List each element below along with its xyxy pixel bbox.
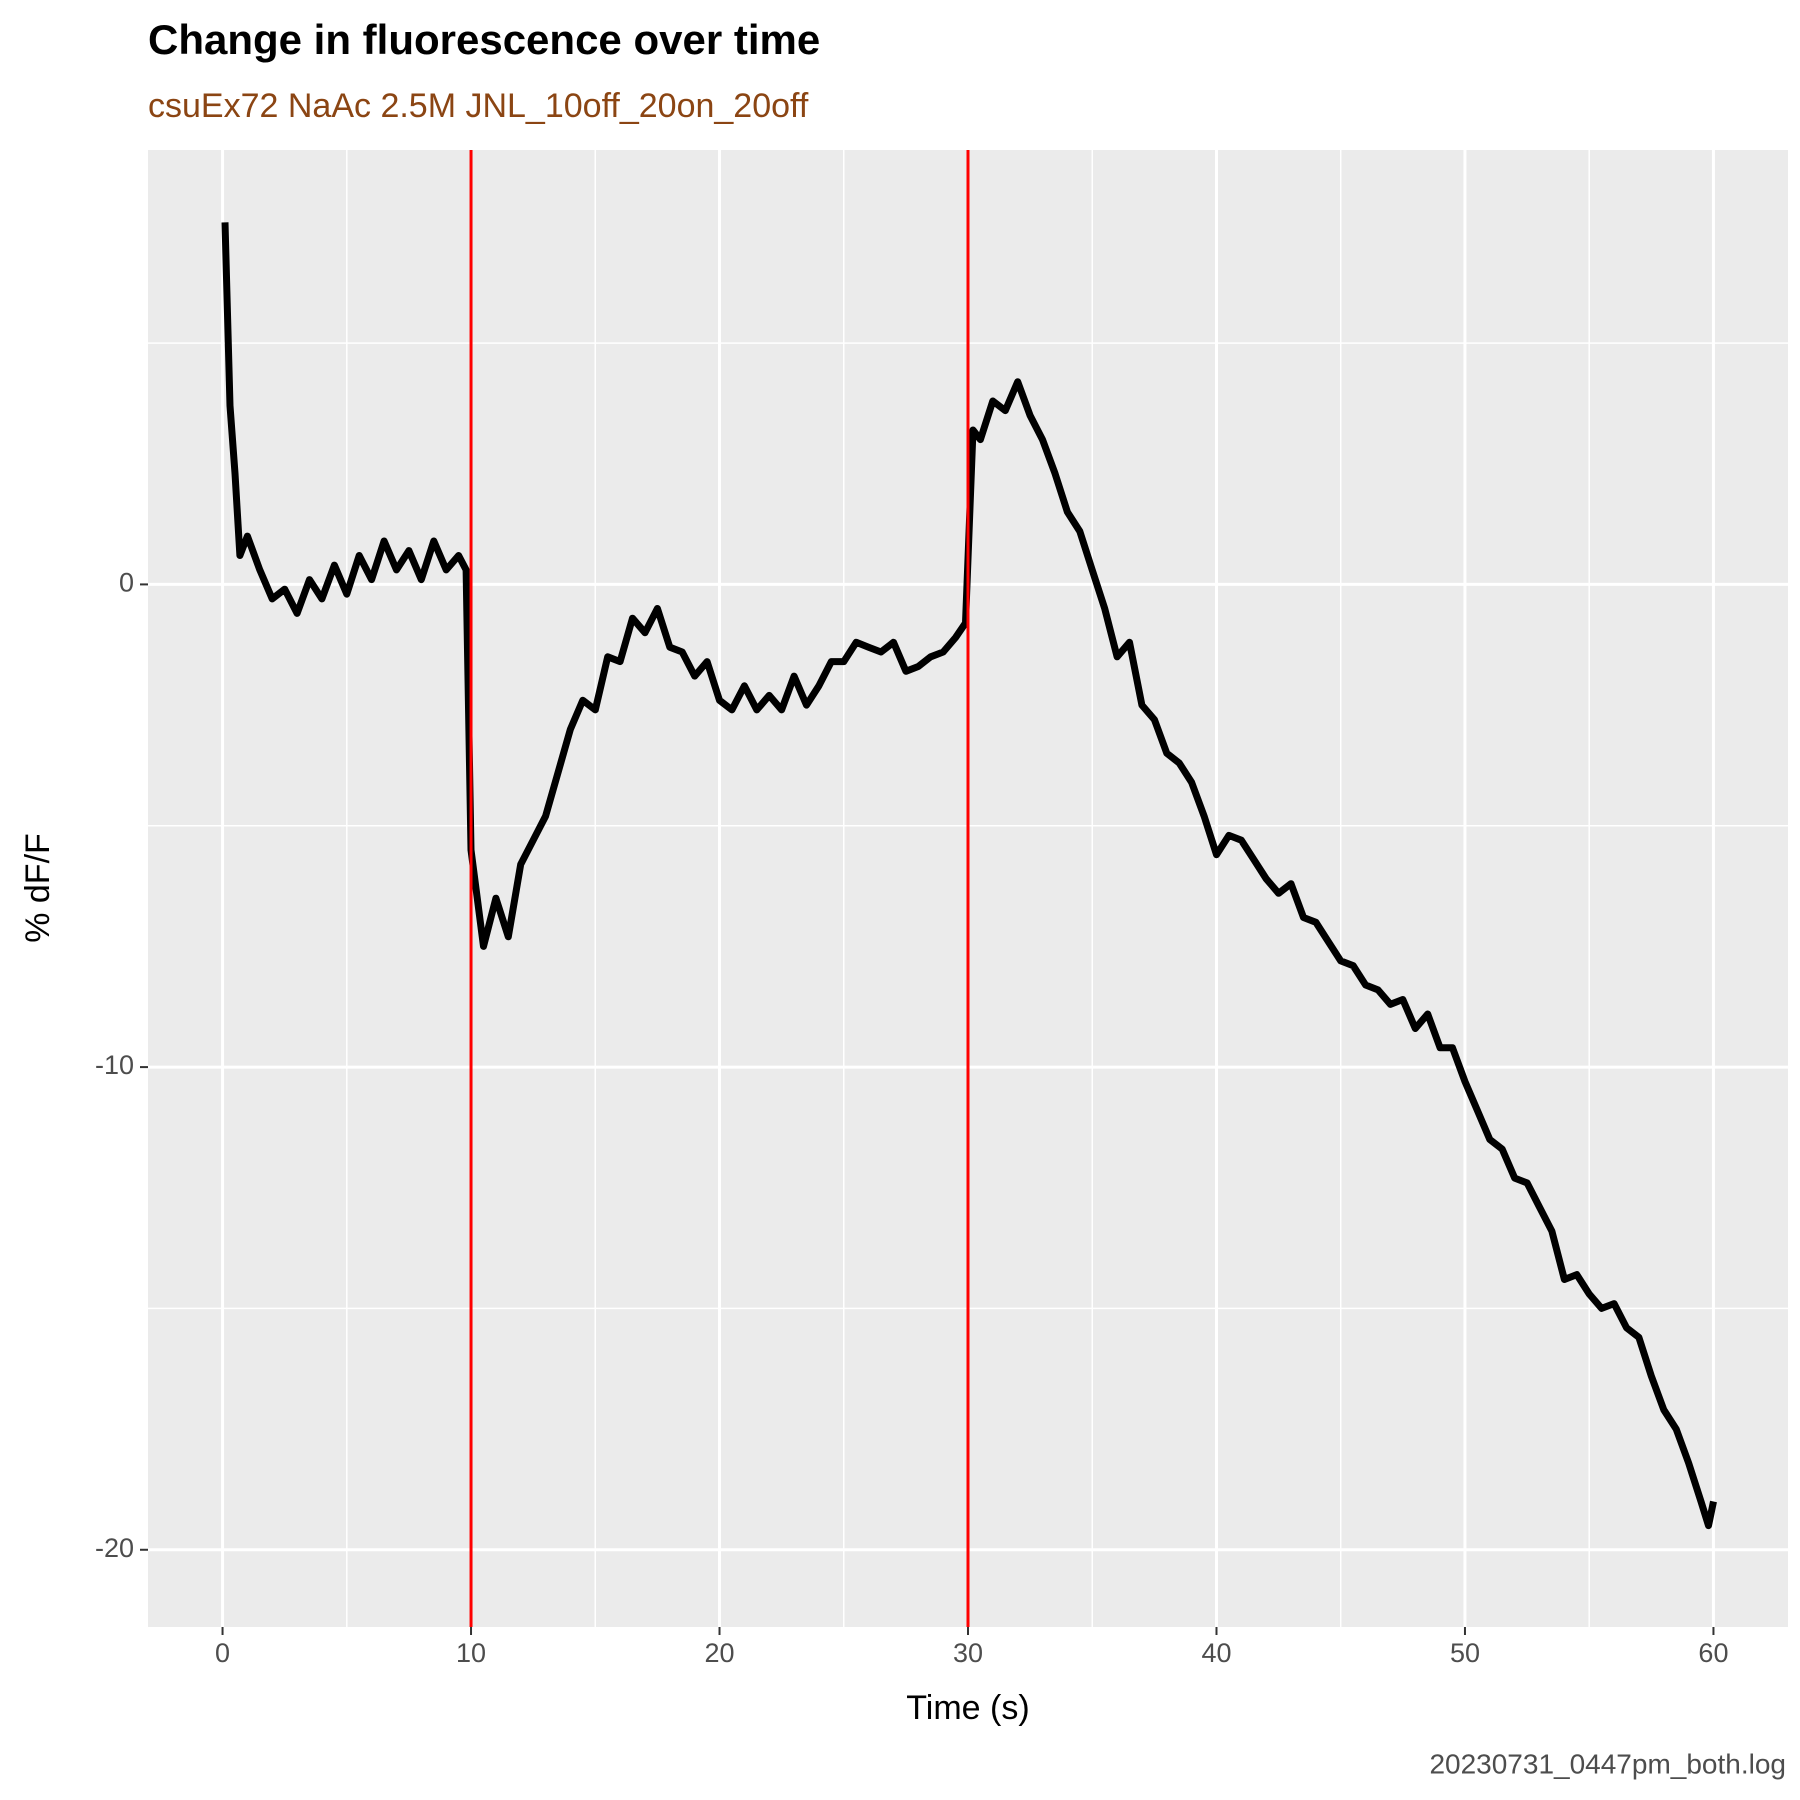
x-tick-label: 60 xyxy=(1698,1638,1728,1668)
x-tick-label: 30 xyxy=(953,1638,983,1668)
x-tick-label: 50 xyxy=(1450,1638,1480,1668)
x-tick-label: 20 xyxy=(704,1638,734,1668)
data-line xyxy=(221,222,1717,1530)
y-tick-label: -10 xyxy=(95,1050,134,1080)
y-tick-label: -20 xyxy=(95,1533,134,1563)
caption: 20230731_0447pm_both.log xyxy=(1429,1748,1786,1779)
y-tick-label: 0 xyxy=(119,568,134,598)
x-tick-label: 40 xyxy=(1201,1638,1231,1668)
chart-title: Change in fluorescence over time xyxy=(148,16,820,63)
chart-subtitle: csuEx72 NaAc 2.5M JNL_10off_20on_20off xyxy=(148,87,809,125)
x-tick-label: 10 xyxy=(456,1638,486,1668)
x-axis-title: Time (s) xyxy=(906,1689,1029,1727)
x-tick-label: 0 xyxy=(215,1638,230,1668)
y-axis-title: % dF/F xyxy=(19,833,57,943)
